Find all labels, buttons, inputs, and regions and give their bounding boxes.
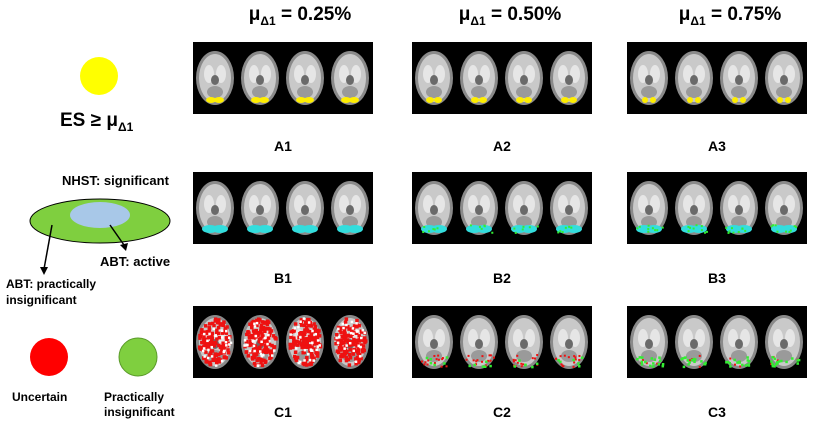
header-sub: Δ1 xyxy=(260,13,276,28)
panel-label-c3: C3 xyxy=(708,404,726,420)
brain-slice xyxy=(241,51,279,105)
brain-slice xyxy=(765,181,803,235)
brain-slice xyxy=(415,181,453,235)
brain-slice xyxy=(630,181,668,235)
header-mu: μ xyxy=(248,4,261,25)
panel-label-b1: B1 xyxy=(274,270,292,286)
brain-slice xyxy=(331,181,369,235)
brain-slice xyxy=(675,181,713,235)
panel-label-b2: B2 xyxy=(493,270,511,286)
brain-slice xyxy=(720,181,758,235)
brain-panel-b2 xyxy=(412,172,592,244)
insig-legend-circle xyxy=(118,337,158,377)
brain-slice xyxy=(460,315,498,369)
brain-slice xyxy=(505,315,543,369)
brain-slices-image xyxy=(630,51,803,105)
abt-insig-label-2: insignificant xyxy=(6,293,77,307)
nhst-label: NHST: significant xyxy=(62,173,169,188)
column-header-3: μΔ1 = 0.75% xyxy=(630,4,822,28)
brain-panel-b3 xyxy=(627,172,807,244)
brain-slice xyxy=(415,51,453,105)
brain-slice xyxy=(241,181,279,235)
brain-slice xyxy=(720,51,758,105)
panel-label-c1: C1 xyxy=(274,404,292,420)
panel-label-a3: A3 xyxy=(708,138,726,154)
panel-label-b3: B3 xyxy=(708,270,726,286)
header-sub: Δ1 xyxy=(690,13,706,28)
brain-slice xyxy=(505,181,543,235)
brain-slices-image xyxy=(415,315,588,369)
brain-slices-image xyxy=(415,51,588,105)
active-arrow-line xyxy=(109,224,125,246)
brain-slice xyxy=(765,315,803,369)
brain-slice xyxy=(241,315,279,369)
brain-panel-a2 xyxy=(412,42,592,114)
header-value: = 0.25% xyxy=(275,4,352,25)
header-value: = 0.50% xyxy=(485,4,562,25)
insig-arrow-head-icon xyxy=(40,267,48,275)
brain-slice xyxy=(675,51,713,105)
brain-slice xyxy=(460,51,498,105)
brain-slice xyxy=(286,51,324,105)
yellow-dot-icon xyxy=(80,57,118,95)
panel-label-c2: C2 xyxy=(493,404,511,420)
header-value: = 0.75% xyxy=(705,4,782,25)
panel-label-a2: A2 xyxy=(493,138,511,154)
green-dot-icon xyxy=(118,337,158,377)
brain-slice xyxy=(331,315,369,369)
brain-panel-a3 xyxy=(627,42,807,114)
brain-slice xyxy=(415,315,453,369)
es-threshold-label: ES ≥ μΔ1 xyxy=(60,110,133,134)
brain-slices-image xyxy=(630,315,803,369)
brain-panel-c2 xyxy=(412,306,592,378)
brain-slice xyxy=(550,181,588,235)
es-sub: Δ1 xyxy=(117,119,134,134)
es-text: ES ≥ μ xyxy=(60,110,118,131)
column-header-1: μΔ1 = 0.25% xyxy=(200,4,400,28)
brain-slice xyxy=(550,51,588,105)
brain-panel-c3 xyxy=(627,306,807,378)
practically-insig-label-2: insignificant xyxy=(104,405,175,419)
brain-slice xyxy=(720,315,758,369)
brain-slice xyxy=(196,315,234,369)
column-header-2: μΔ1 = 0.50% xyxy=(410,4,610,28)
brain-slice xyxy=(630,315,668,369)
brain-panel-a1 xyxy=(193,42,373,114)
brain-panel-c1 xyxy=(193,306,373,378)
yellow-legend-circle xyxy=(80,57,118,95)
brain-slice xyxy=(460,181,498,235)
panel-label-a1: A1 xyxy=(274,138,292,154)
abt-active-label: ABT: active xyxy=(100,254,171,269)
brain-slice xyxy=(286,181,324,235)
brain-slice xyxy=(765,51,803,105)
uncertain-label: Uncertain xyxy=(12,390,68,404)
nhst-abt-diagram xyxy=(29,198,171,275)
brain-slices-image xyxy=(196,315,369,369)
abt-active-ellipse xyxy=(70,202,130,228)
header-mu: μ xyxy=(678,4,691,25)
brain-slices-image xyxy=(196,181,369,235)
practically-insig-label-1: Practically xyxy=(104,390,165,404)
brain-slice xyxy=(196,181,234,235)
header-sub: Δ1 xyxy=(470,13,486,28)
brain-slice xyxy=(331,51,369,105)
brain-slices-image xyxy=(630,181,803,235)
header-mu: μ xyxy=(458,4,471,25)
active-arrow-head-icon xyxy=(120,243,128,251)
brain-slice xyxy=(675,315,713,369)
uncertain-legend-circle xyxy=(30,338,68,376)
brain-slices-image xyxy=(415,181,588,235)
abt-insig-label-1: ABT: practically xyxy=(6,277,97,291)
red-dot-icon xyxy=(30,338,68,376)
brain-slice xyxy=(550,315,588,369)
brain-slices-image xyxy=(196,51,369,105)
brain-slice xyxy=(630,51,668,105)
brain-slice xyxy=(505,51,543,105)
brain-panel-b1 xyxy=(193,172,373,244)
insig-arrow-line xyxy=(43,224,53,270)
brain-slice xyxy=(286,315,324,369)
brain-slice xyxy=(196,51,234,105)
